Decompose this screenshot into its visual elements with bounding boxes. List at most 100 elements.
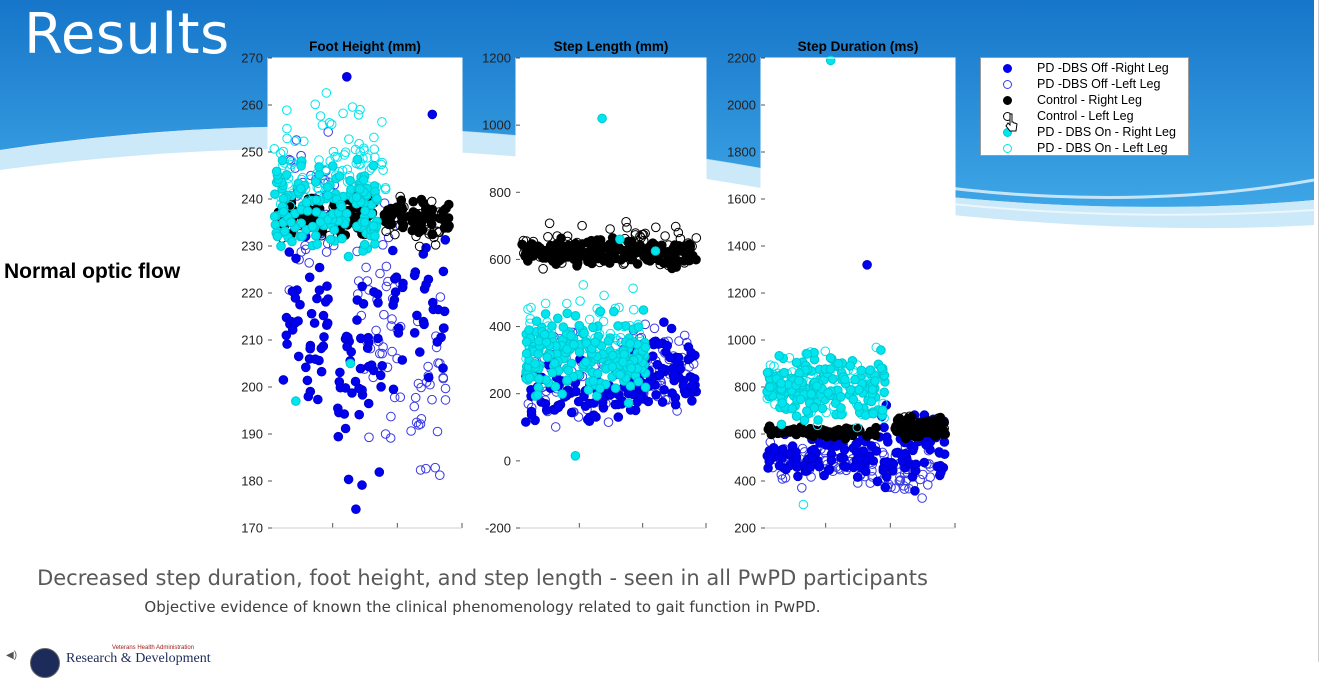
data-point <box>541 405 552 416</box>
data-point <box>361 262 371 273</box>
data-point <box>573 396 584 407</box>
data-point <box>317 120 328 130</box>
data-point <box>613 399 623 410</box>
data-point <box>310 177 321 187</box>
data-point <box>615 234 625 245</box>
data-point <box>850 374 860 385</box>
legend-item: Control - Right Leg <box>981 92 1188 108</box>
data-point <box>812 381 822 391</box>
data-points <box>269 72 454 515</box>
data-point <box>321 247 332 257</box>
data-point <box>919 423 929 434</box>
data-point <box>340 383 351 393</box>
data-point <box>396 195 407 206</box>
data-point <box>363 332 374 343</box>
data-point <box>809 403 820 413</box>
data-point <box>336 202 347 212</box>
data-point <box>597 113 607 124</box>
data-point <box>322 318 333 329</box>
data-point <box>339 409 350 419</box>
data-point <box>562 298 572 309</box>
data-point <box>345 358 356 369</box>
data-point <box>899 484 910 494</box>
data-point <box>809 444 819 455</box>
data-point <box>415 465 426 475</box>
legend-label: PD - DBS On - Right Leg <box>1037 125 1176 139</box>
data-point <box>304 258 315 268</box>
data-point <box>674 336 684 346</box>
data-point <box>333 431 344 442</box>
data-point <box>430 462 441 473</box>
data-point <box>325 234 336 245</box>
data-point <box>615 370 625 380</box>
data-point <box>630 228 641 238</box>
data-point <box>926 417 937 428</box>
data-point <box>386 411 396 422</box>
data-point <box>547 321 557 331</box>
data-point <box>315 217 326 227</box>
data-point <box>569 339 579 350</box>
data-point <box>680 388 691 399</box>
data-point <box>610 340 621 351</box>
data-point <box>667 388 677 398</box>
data-point <box>521 348 532 359</box>
y-tick-label: 800 <box>734 380 756 395</box>
data-point <box>639 251 649 262</box>
data-point <box>380 429 391 439</box>
data-point <box>791 357 802 368</box>
data-point <box>375 348 385 359</box>
data-point <box>322 182 333 192</box>
data-point <box>342 341 352 352</box>
legend-label: Control - Right Leg <box>1037 93 1142 107</box>
chart-panel: -200 0 200 400 600 800 1000 1200 Step Length (mm… <box>482 39 707 536</box>
data-point <box>296 161 306 171</box>
data-point <box>538 264 548 274</box>
data-point <box>387 346 397 357</box>
data-point <box>315 111 326 121</box>
data-point <box>774 351 785 361</box>
data-point <box>360 217 370 227</box>
data-point <box>848 394 859 405</box>
data-point <box>621 217 631 227</box>
data-point <box>351 192 362 203</box>
data-point <box>558 322 569 332</box>
y-tick-label: 260 <box>241 98 263 113</box>
data-point <box>895 475 906 485</box>
data-point <box>419 319 429 330</box>
data-point <box>276 241 286 251</box>
data-point <box>879 387 890 398</box>
data-point <box>547 367 558 378</box>
data-point <box>559 243 570 254</box>
data-point <box>544 218 555 229</box>
data-point <box>684 239 695 250</box>
data-point <box>583 385 594 395</box>
data-point <box>301 362 311 373</box>
data-point <box>825 353 836 363</box>
data-point <box>662 340 673 351</box>
data-point <box>919 457 930 468</box>
data-point <box>354 138 364 149</box>
data-point <box>345 175 355 186</box>
data-point <box>648 351 658 362</box>
data-point <box>353 110 364 120</box>
data-point <box>373 333 383 344</box>
data-point <box>523 242 533 253</box>
data-point <box>625 381 636 391</box>
data-point <box>765 382 775 393</box>
data-point <box>613 321 623 331</box>
data-point <box>673 352 684 363</box>
data-point <box>851 439 861 450</box>
data-point <box>370 231 380 241</box>
data-point <box>777 474 788 484</box>
data-point <box>772 427 782 437</box>
data-point <box>659 317 669 328</box>
data-point <box>322 281 332 292</box>
data-point <box>626 363 637 374</box>
data-point <box>316 366 327 377</box>
data-point <box>910 486 920 496</box>
data-point <box>550 358 560 369</box>
y-tick-label: 190 <box>241 427 263 442</box>
data-point <box>311 207 322 217</box>
data-point <box>935 412 946 423</box>
data-point <box>934 447 944 457</box>
